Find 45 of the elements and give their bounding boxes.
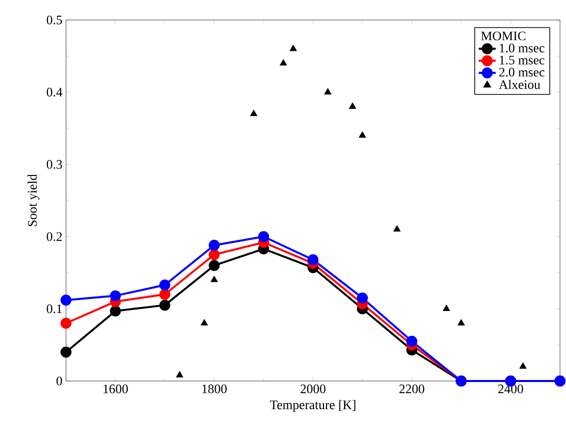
y-tick-label: 0.2 [46,232,62,241]
point [159,279,170,290]
x-tick-label: 2200 [399,384,424,394]
point [159,288,170,300]
y-axis-title: Soot yield [28,174,40,226]
point [208,240,220,251]
x-tick-label: 2000 [300,384,326,394]
point [406,336,418,347]
y-tick-label: 0.5 [46,16,62,24]
y-tick-label: 0.4 [46,88,62,97]
legend-label: Alxeiou [498,80,540,90]
point [280,59,288,66]
point [60,294,72,306]
point [176,371,184,378]
x-tick-label: 1800 [202,384,227,394]
y-tick-label: 0.1 [46,304,62,314]
point [210,276,218,282]
point [60,318,72,329]
legend-label: 2.0 msec [499,68,544,77]
point [258,231,270,242]
legend-label: 1.5 msec [500,56,544,65]
point [324,88,332,94]
legend-label: 1.0 msec [500,44,544,52]
point [458,319,465,326]
point [358,131,366,138]
point [159,300,170,311]
point [348,102,356,109]
point [393,225,401,232]
point [519,362,527,369]
point [110,290,121,302]
y-tick-label: 0.3 [46,160,62,169]
y-tick-label: 0 [56,376,62,386]
point [208,249,220,260]
point [110,305,121,316]
legend-title: MOMIC [481,32,526,40]
x-tick-label: 1600 [104,384,128,394]
point [356,292,368,304]
point [250,110,258,116]
x-axis-title: Temperature [K] [270,400,356,412]
point [200,319,208,326]
point [208,260,220,271]
point [442,304,450,311]
point [308,254,318,266]
point [290,44,297,52]
point [60,346,72,358]
